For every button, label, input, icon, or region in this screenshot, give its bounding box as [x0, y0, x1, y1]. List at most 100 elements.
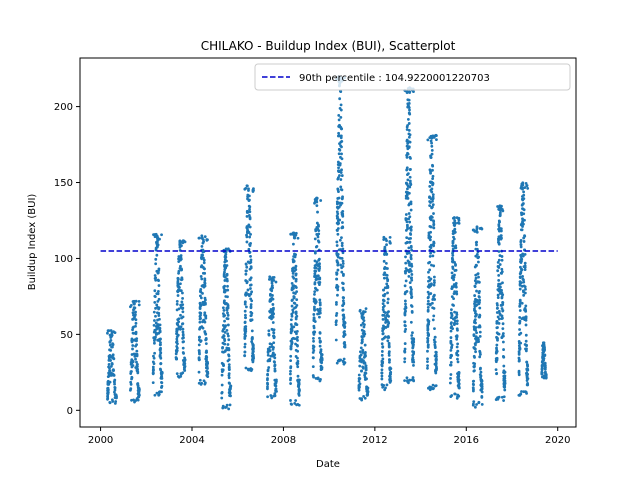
data-point	[544, 374, 547, 378]
data-point	[160, 381, 164, 385]
data-point	[343, 321, 346, 325]
data-point	[131, 364, 135, 367]
data-point	[129, 303, 133, 307]
data-point	[107, 362, 111, 366]
data-point	[266, 378, 269, 382]
data-point	[406, 118, 410, 121]
data-point	[204, 338, 208, 342]
data-point	[339, 108, 343, 112]
data-point	[500, 208, 504, 211]
data-point	[227, 376, 231, 380]
data-point	[522, 290, 525, 294]
data-point	[430, 301, 434, 305]
data-point	[313, 272, 317, 275]
data-point	[156, 323, 159, 327]
data-point	[338, 174, 341, 177]
data-point	[274, 380, 278, 384]
data-point	[136, 370, 140, 373]
data-point	[479, 370, 483, 374]
data-point	[474, 335, 478, 339]
data-point	[403, 299, 407, 303]
data-point	[428, 204, 432, 208]
data-point	[290, 402, 293, 406]
data-point	[518, 309, 522, 312]
data-point	[385, 243, 388, 247]
data-point	[226, 295, 229, 299]
data-point	[178, 327, 182, 331]
data-point	[429, 156, 433, 159]
data-point	[267, 358, 271, 362]
data-point	[450, 353, 453, 357]
data-point	[311, 365, 315, 369]
data-point	[175, 372, 179, 376]
data-point	[497, 321, 501, 325]
data-point	[341, 247, 345, 251]
data-point	[226, 332, 230, 336]
data-point	[431, 298, 435, 301]
data-point	[179, 372, 183, 376]
data-point	[136, 398, 140, 402]
data-point	[449, 349, 453, 352]
data-point	[292, 301, 296, 305]
data-point	[453, 224, 457, 227]
x-tick-label: 2008	[271, 435, 296, 446]
data-point	[318, 340, 322, 343]
data-point	[270, 281, 274, 285]
data-point	[220, 396, 224, 400]
data-point	[434, 358, 438, 362]
data-point	[226, 284, 229, 288]
data-point	[456, 375, 460, 379]
y-tick-label: 150	[54, 178, 73, 189]
data-point	[427, 275, 431, 279]
data-point	[204, 332, 208, 336]
data-point	[340, 188, 344, 192]
data-point	[156, 243, 160, 247]
data-point	[335, 240, 339, 244]
data-point	[455, 313, 459, 316]
data-point	[221, 369, 225, 372]
data-point	[449, 326, 453, 330]
data-point	[245, 233, 248, 237]
data-point	[249, 266, 253, 270]
data-point	[266, 383, 270, 386]
data-point	[431, 177, 435, 181]
data-point	[497, 227, 500, 231]
data-point	[199, 304, 203, 308]
data-point	[316, 210, 319, 214]
data-point	[451, 265, 455, 269]
data-point	[496, 269, 500, 273]
data-point	[519, 270, 523, 274]
data-point	[181, 332, 185, 336]
data-point	[154, 321, 158, 325]
data-point	[404, 267, 408, 270]
data-point	[108, 333, 112, 337]
data-point	[456, 379, 460, 382]
data-point	[220, 361, 224, 365]
data-point	[382, 299, 386, 303]
data-point	[519, 255, 523, 259]
data-point	[383, 311, 387, 314]
data-point	[160, 384, 164, 388]
data-point	[335, 277, 339, 281]
data-point	[317, 229, 321, 233]
data-point	[223, 255, 227, 259]
data-point	[406, 241, 409, 244]
data-point	[227, 363, 231, 367]
data-point	[154, 262, 158, 266]
data-point	[453, 319, 457, 323]
data-point	[269, 354, 273, 358]
data-point	[341, 304, 345, 308]
data-point	[407, 98, 411, 102]
data-point	[357, 373, 361, 377]
data-point	[408, 215, 412, 219]
data-point	[317, 232, 321, 236]
data-point	[177, 375, 181, 379]
data-point	[454, 263, 457, 266]
data-point	[520, 301, 524, 305]
data-point	[522, 280, 526, 284]
data-point	[412, 364, 415, 367]
data-point	[181, 310, 185, 314]
data-point	[451, 239, 455, 243]
data-point	[387, 345, 391, 349]
data-point	[476, 247, 479, 251]
